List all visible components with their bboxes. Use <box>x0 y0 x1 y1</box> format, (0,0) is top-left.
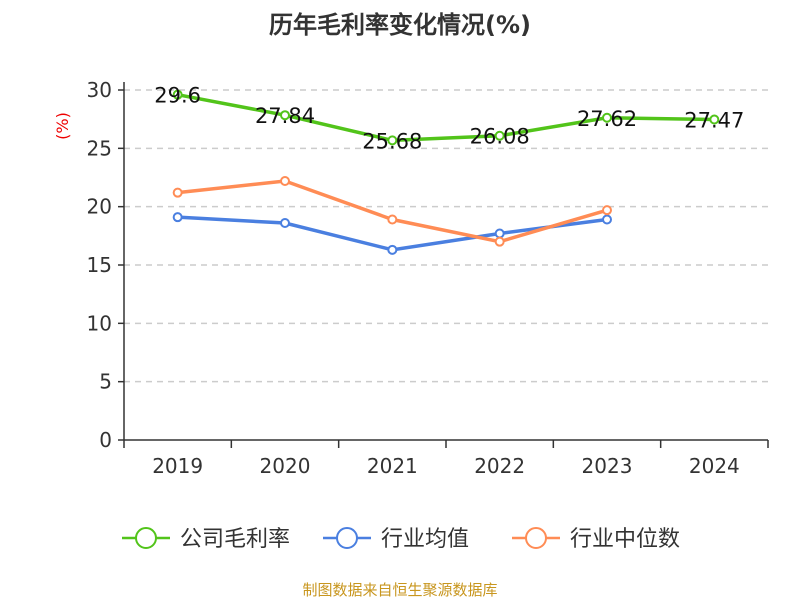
data-point <box>387 244 398 255</box>
data-point <box>602 205 612 216</box>
data-point <box>172 187 183 198</box>
y-tick-label: 5 <box>99 370 112 394</box>
chart-title: 历年毛利率变化情况(%) <box>269 11 531 39</box>
y-tick-label: 20 <box>87 195 112 219</box>
series-line <box>177 179 608 244</box>
legend-label: 行业均值 <box>381 527 469 552</box>
data-point <box>280 110 290 121</box>
y-tick-label: 25 <box>87 136 112 160</box>
legend-marker <box>525 527 547 549</box>
y-tick-label: 15 <box>87 253 112 277</box>
source-note: 制图数据来自恒生聚源数据库 <box>302 581 497 599</box>
x-tick-label: 2024 <box>689 454 740 478</box>
series-line <box>177 92 715 143</box>
data-point <box>494 236 505 247</box>
data-label: 25.68 <box>362 129 422 153</box>
x-tick-label: 2022 <box>474 454 525 478</box>
y-axis-label: (%) <box>53 112 72 140</box>
x-tick-label: 2019 <box>152 454 203 478</box>
data-label: 29.6 <box>154 84 201 108</box>
data-point <box>494 228 505 239</box>
data-point <box>387 214 398 225</box>
data-point <box>602 112 612 123</box>
data-label: 26.08 <box>470 125 530 149</box>
data-point <box>387 135 398 146</box>
data-label: 27.47 <box>684 109 744 133</box>
data-point <box>709 114 720 125</box>
data-point <box>602 214 612 225</box>
y-tick-label: 10 <box>87 311 112 335</box>
data-label: 27.84 <box>255 104 315 128</box>
legend-marker <box>135 527 157 549</box>
data-point <box>280 218 290 228</box>
data-point <box>172 212 183 223</box>
y-tick-label: 30 <box>87 78 112 102</box>
data-point <box>494 130 505 141</box>
data-label: 27.62 <box>577 107 637 131</box>
data-point <box>172 89 183 100</box>
legend-label: 行业中位数 <box>570 527 680 552</box>
x-tick-label: 2020 <box>260 454 311 478</box>
legend-marker <box>336 527 358 549</box>
y-tick-label: 0 <box>99 428 112 452</box>
x-tick-label: 2021 <box>367 454 418 478</box>
legend-label: 公司毛利率 <box>180 527 290 552</box>
x-tick-label: 2023 <box>582 454 633 478</box>
data-point <box>280 176 290 186</box>
